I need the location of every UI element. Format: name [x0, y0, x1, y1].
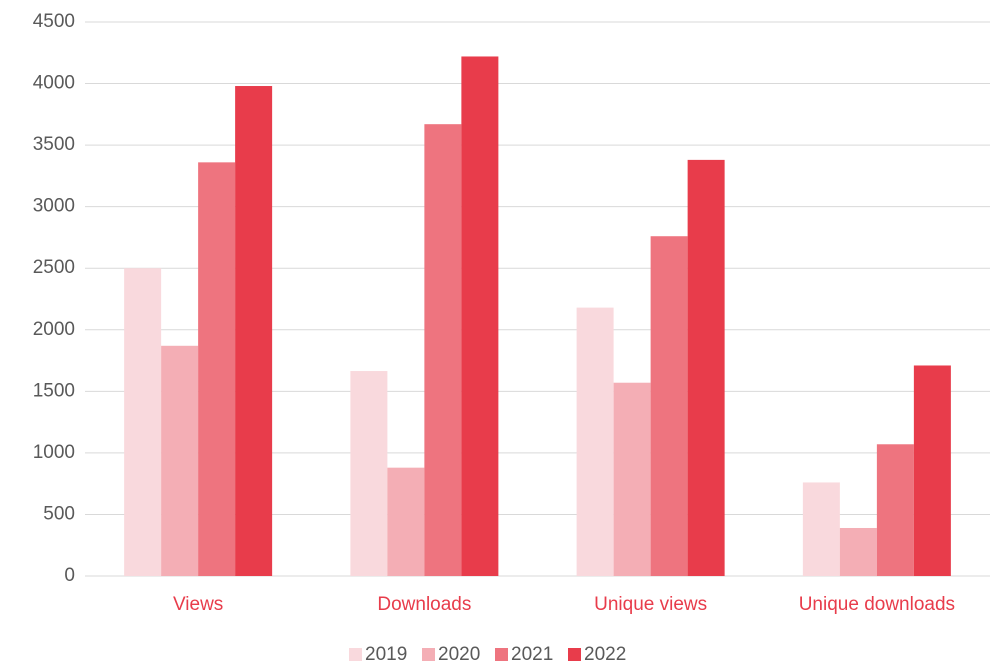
x-tick-label: Unique views: [594, 594, 707, 615]
bar: [124, 268, 162, 576]
legend-label: 2020: [438, 644, 480, 664]
bar: [802, 482, 840, 576]
bar: [461, 56, 499, 576]
bar: [839, 527, 877, 576]
bar: [198, 162, 236, 576]
bar: [424, 124, 462, 576]
legend-swatch: [349, 648, 362, 661]
y-tick-label: 1500: [33, 380, 75, 401]
bar: [913, 365, 951, 576]
bar: [687, 159, 725, 576]
legend-label: 2021: [511, 644, 553, 664]
y-tick-label: 4000: [33, 73, 75, 94]
bar: [235, 86, 273, 577]
legend-label: 2022: [584, 644, 626, 664]
bar: [650, 236, 688, 577]
y-tick-label: 4500: [33, 11, 75, 32]
legend-swatch: [495, 648, 508, 661]
bar: [576, 307, 614, 576]
y-tick-label: 1000: [33, 442, 75, 463]
y-tick-label: 2500: [33, 257, 75, 278]
y-tick-label: 2000: [33, 319, 75, 340]
bar: [350, 371, 388, 576]
bar: [387, 467, 425, 576]
bar: [161, 345, 199, 576]
x-tick-label: Downloads: [377, 594, 471, 615]
bar: [613, 382, 651, 576]
y-tick-label: 0: [64, 565, 75, 586]
x-tick-label: Unique downloads: [799, 594, 955, 615]
y-tick-label: 3000: [33, 196, 75, 217]
x-tick-label: Views: [173, 594, 223, 615]
bar: [876, 444, 914, 576]
legend-label: 2019: [365, 644, 407, 664]
y-tick-label: 500: [43, 503, 75, 524]
legend-swatch: [422, 648, 435, 661]
legend-swatch: [568, 648, 581, 661]
y-tick-label: 3500: [33, 134, 75, 155]
